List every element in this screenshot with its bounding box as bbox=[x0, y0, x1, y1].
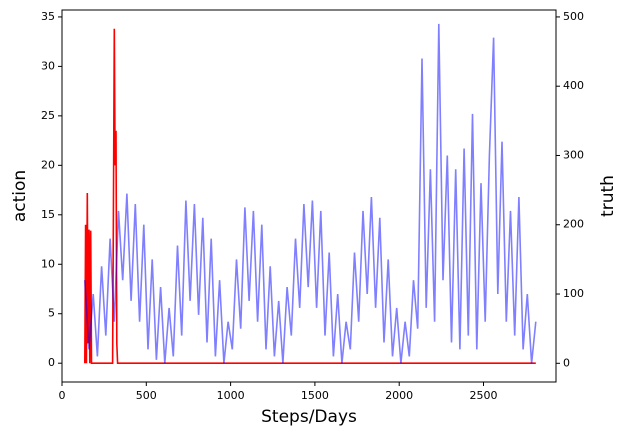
y2-tick-label: 300 bbox=[563, 148, 584, 161]
y2-tick-label: 400 bbox=[563, 79, 584, 92]
plot-frame bbox=[61, 9, 557, 383]
x-tick-label: 1000 bbox=[217, 389, 245, 402]
x-axis-label: Steps/Days bbox=[261, 407, 357, 427]
y-tick-label: 35 bbox=[41, 10, 55, 23]
y-tick-label: 20 bbox=[41, 158, 55, 171]
x-tick-label: 1500 bbox=[301, 389, 329, 402]
series-line bbox=[84, 23, 537, 364]
x-tick-label: 2500 bbox=[470, 389, 498, 402]
x-tick-label: 500 bbox=[136, 389, 157, 402]
x-tick-label: 0 bbox=[59, 389, 66, 402]
y2-tick-label: 500 bbox=[563, 10, 584, 23]
y-axis-label: action bbox=[10, 170, 30, 222]
y-tick-label: 5 bbox=[48, 307, 55, 320]
y-tick-label: 10 bbox=[41, 257, 55, 270]
x-tick-label: 2000 bbox=[385, 389, 413, 402]
series-line bbox=[84, 28, 536, 364]
y-tick-label: 0 bbox=[48, 356, 55, 369]
y-tick-label: 30 bbox=[41, 59, 55, 72]
y2-axis-label: truth bbox=[598, 175, 618, 217]
y-tick-label: 15 bbox=[41, 208, 55, 221]
y-tick-label: 25 bbox=[41, 109, 55, 122]
y2-tick-label: 200 bbox=[563, 218, 584, 231]
y2-tick-label: 100 bbox=[563, 287, 584, 300]
y2-tick-label: 0 bbox=[563, 356, 570, 369]
